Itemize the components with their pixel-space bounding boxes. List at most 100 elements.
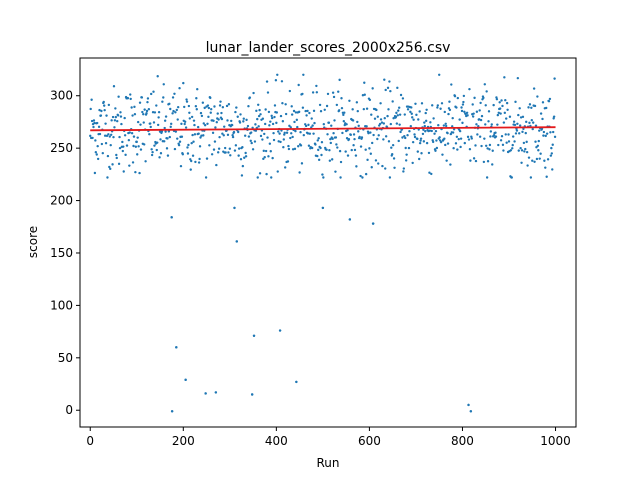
data-point	[97, 125, 101, 129]
data-point	[404, 136, 407, 140]
data-point	[185, 98, 188, 101]
data-point	[252, 91, 255, 95]
data-point	[92, 119, 96, 122]
data-point	[109, 167, 112, 171]
data-point	[315, 84, 318, 88]
data-point	[499, 112, 502, 115]
data-point	[123, 116, 126, 120]
data-point	[537, 139, 540, 143]
data-point	[315, 91, 319, 94]
data-point	[236, 115, 239, 118]
data-point	[121, 149, 125, 153]
data-point	[525, 150, 529, 154]
data-point	[393, 166, 396, 169]
outlier-point	[252, 334, 256, 337]
data-point	[436, 104, 440, 107]
data-point	[274, 79, 278, 82]
data-point	[183, 105, 186, 109]
data-point	[352, 133, 356, 136]
data-point	[209, 96, 212, 100]
data-point	[176, 137, 179, 140]
data-point	[492, 103, 495, 107]
data-point	[536, 144, 540, 147]
data-point	[399, 93, 403, 97]
data-point	[439, 107, 442, 110]
data-point	[241, 146, 244, 149]
data-point	[370, 166, 373, 169]
data-point	[378, 122, 382, 126]
data-point	[316, 139, 319, 142]
data-point	[408, 130, 411, 133]
data-point	[129, 93, 132, 96]
data-point	[261, 138, 264, 141]
data-point	[305, 114, 308, 117]
data-point	[515, 129, 519, 132]
y-tick-label: 100	[50, 298, 73, 312]
data-point	[197, 161, 201, 164]
data-point	[494, 135, 498, 138]
trend-line-group	[90, 126, 556, 132]
data-point	[423, 121, 426, 124]
data-point	[264, 108, 267, 111]
plot-frame	[79, 57, 577, 428]
data-point	[432, 117, 435, 120]
data-point	[341, 131, 344, 135]
data-point	[401, 136, 404, 139]
data-point	[90, 98, 93, 101]
data-point	[165, 147, 169, 150]
data-point	[428, 129, 432, 132]
data-point	[343, 111, 346, 114]
data-point	[553, 77, 556, 80]
data-point	[425, 141, 429, 145]
data-point	[327, 121, 331, 124]
data-point	[471, 115, 475, 118]
data-point	[422, 140, 426, 143]
data-point	[183, 122, 186, 126]
data-point	[420, 102, 424, 105]
data-point	[545, 132, 549, 135]
data-point	[194, 160, 197, 164]
data-point	[535, 157, 539, 161]
data-point	[255, 109, 258, 113]
data-point	[129, 97, 132, 101]
data-point	[206, 122, 209, 125]
data-point	[146, 100, 149, 104]
data-point	[283, 166, 287, 169]
data-point	[484, 123, 487, 126]
data-point	[403, 134, 406, 138]
data-point	[544, 134, 547, 138]
data-point	[335, 103, 339, 107]
data-point	[525, 120, 528, 124]
data-point	[215, 121, 218, 124]
data-point	[136, 136, 139, 139]
data-point	[495, 98, 499, 101]
data-point	[377, 134, 380, 137]
data-point	[197, 132, 200, 135]
chart-title: lunar_lander_scores_2000x256.csv	[206, 40, 451, 56]
data-point	[189, 168, 192, 171]
data-point	[409, 124, 413, 128]
data-point	[484, 144, 488, 147]
data-point	[131, 114, 134, 117]
data-point	[140, 96, 144, 99]
data-point	[231, 134, 234, 137]
data-point	[494, 131, 497, 134]
data-point	[306, 132, 310, 135]
data-point	[138, 171, 141, 175]
data-point	[468, 148, 472, 151]
data-point	[122, 170, 125, 173]
data-point	[92, 125, 95, 129]
data-point	[190, 141, 193, 145]
data-point	[290, 105, 293, 108]
data-point	[501, 143, 505, 147]
data-point	[487, 110, 491, 113]
data-point	[194, 105, 198, 108]
data-point	[518, 124, 522, 127]
data-point	[514, 132, 518, 135]
data-point	[550, 152, 554, 155]
y-tick-label: 0	[65, 403, 73, 417]
data-point	[289, 126, 292, 129]
data-point	[550, 146, 553, 150]
data-point	[533, 104, 537, 108]
